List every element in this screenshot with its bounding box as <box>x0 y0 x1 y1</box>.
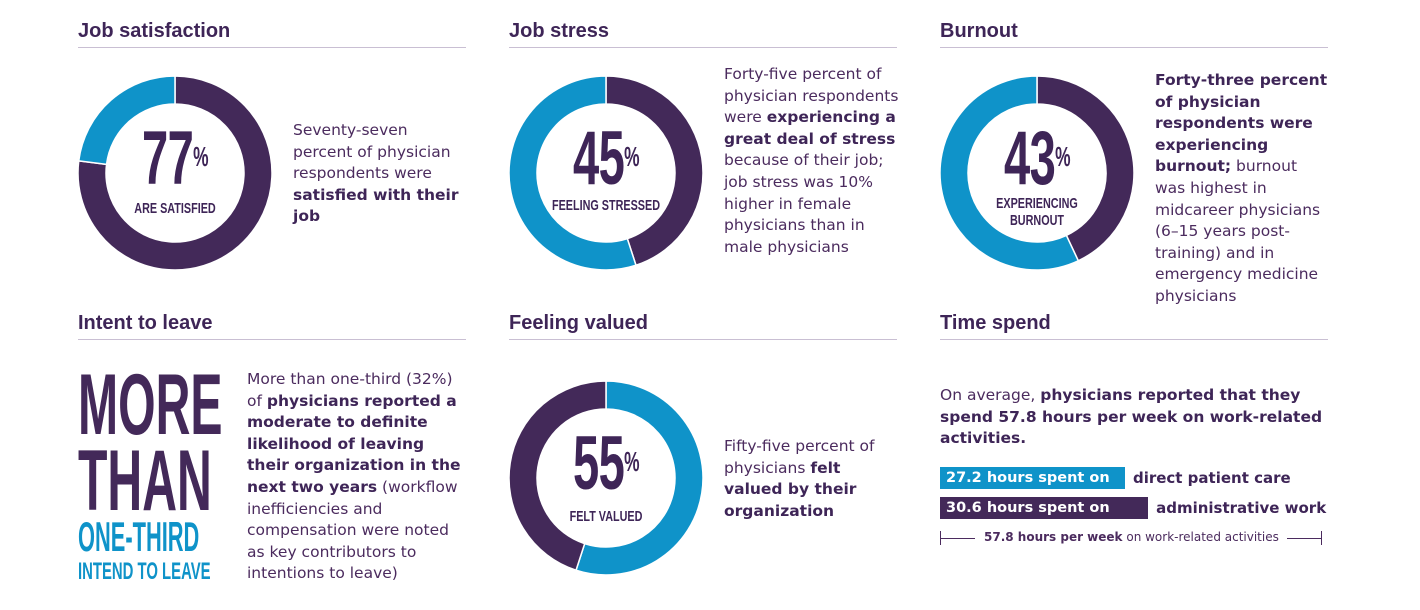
total-scale-label: 57.8 hours per week on work-related acti… <box>984 530 1279 544</box>
intend-to-leave-text: INTEND TO LEAVE <box>78 558 211 585</box>
burnout-donut: 43% EXPERIENCING BURNOUT <box>939 75 1135 271</box>
job-satisfaction-donut: 77% ARE SATISFIED <box>77 75 273 271</box>
job-satisfaction-percent: 77% <box>141 116 209 201</box>
burnout-title: Burnout <box>940 20 1328 48</box>
job-satisfaction-description: Seventy-seven percent of physician respo… <box>293 121 459 226</box>
donut-slice-satisfied <box>77 75 273 271</box>
burnout-caption-line1: EXPERIENCING <box>996 195 1078 212</box>
donut-slice-not-burned-out <box>939 75 1080 271</box>
job-stress-percent: 45% <box>572 116 640 201</box>
job-stress-caption: FEELING STRESSED <box>551 197 661 214</box>
burnout-percent: 43% <box>1003 116 1071 201</box>
job-stress-description: Forty-five percent of physician responde… <box>724 65 899 256</box>
administrative-work-bar: 30.6 hours spent on <box>940 497 1149 519</box>
feeling-valued-description: Fifty-five percent of physicians felt va… <box>724 437 875 520</box>
donut-slice-not-satisfied <box>77 75 176 166</box>
feeling-valued-title: Feeling valued <box>509 312 897 340</box>
patient-care-bar: 27.2 hours spent on <box>940 467 1125 489</box>
donut-slice-did-not-feel-valued <box>508 380 607 572</box>
feeling-valued-percent: 55% <box>572 421 640 506</box>
donut-slice-felt-valued <box>575 380 704 576</box>
burnout-description: Forty-three percent of physician respond… <box>1155 71 1328 305</box>
intent-to-leave-description: More than one-third (32%) of physicians … <box>247 370 461 583</box>
one-third-text: ONE-THIRD <box>78 513 200 560</box>
job-stress-title: Job stress <box>509 20 897 48</box>
donut-slice-experiencing-burnout <box>1036 75 1135 262</box>
time-spend-title: Time spend <box>940 312 1328 340</box>
more-text: MORE <box>78 357 223 453</box>
than-text: THAN <box>78 433 212 529</box>
feeling-valued-donut-svg <box>508 380 704 576</box>
job-satisfaction-donut-svg <box>77 75 273 271</box>
job-satisfaction-caption: ARE SATISFIED <box>134 200 216 217</box>
patient-care-label: direct patient care <box>1132 469 1291 487</box>
total-scale-line: 57.8 hours per week on work-related acti… <box>940 530 1322 545</box>
intent-to-leave-title: Intent to leave <box>78 312 466 340</box>
job-stress-donut: 45% FEELING STRESSED <box>508 75 704 271</box>
scale-right-line <box>1287 538 1322 539</box>
administrative-work-label: administrative work <box>1156 499 1327 517</box>
burnout-caption-line2: BURNOUT <box>1010 212 1064 229</box>
time-spend-intro: On average, physicians reported that the… <box>940 386 1323 448</box>
scale-left-line <box>940 538 975 539</box>
feeling-valued-caption: FELT VALUED <box>569 508 643 525</box>
donut-slice-not-stressed <box>508 75 637 271</box>
job-stress-donut-svg <box>508 75 704 271</box>
feeling-valued-donut: 55% FELT VALUED <box>508 380 704 576</box>
job-satisfaction-title: Job satisfaction <box>78 20 466 48</box>
burnout-donut-svg <box>939 75 1135 271</box>
donut-slice-feeling-stressed <box>605 75 704 267</box>
